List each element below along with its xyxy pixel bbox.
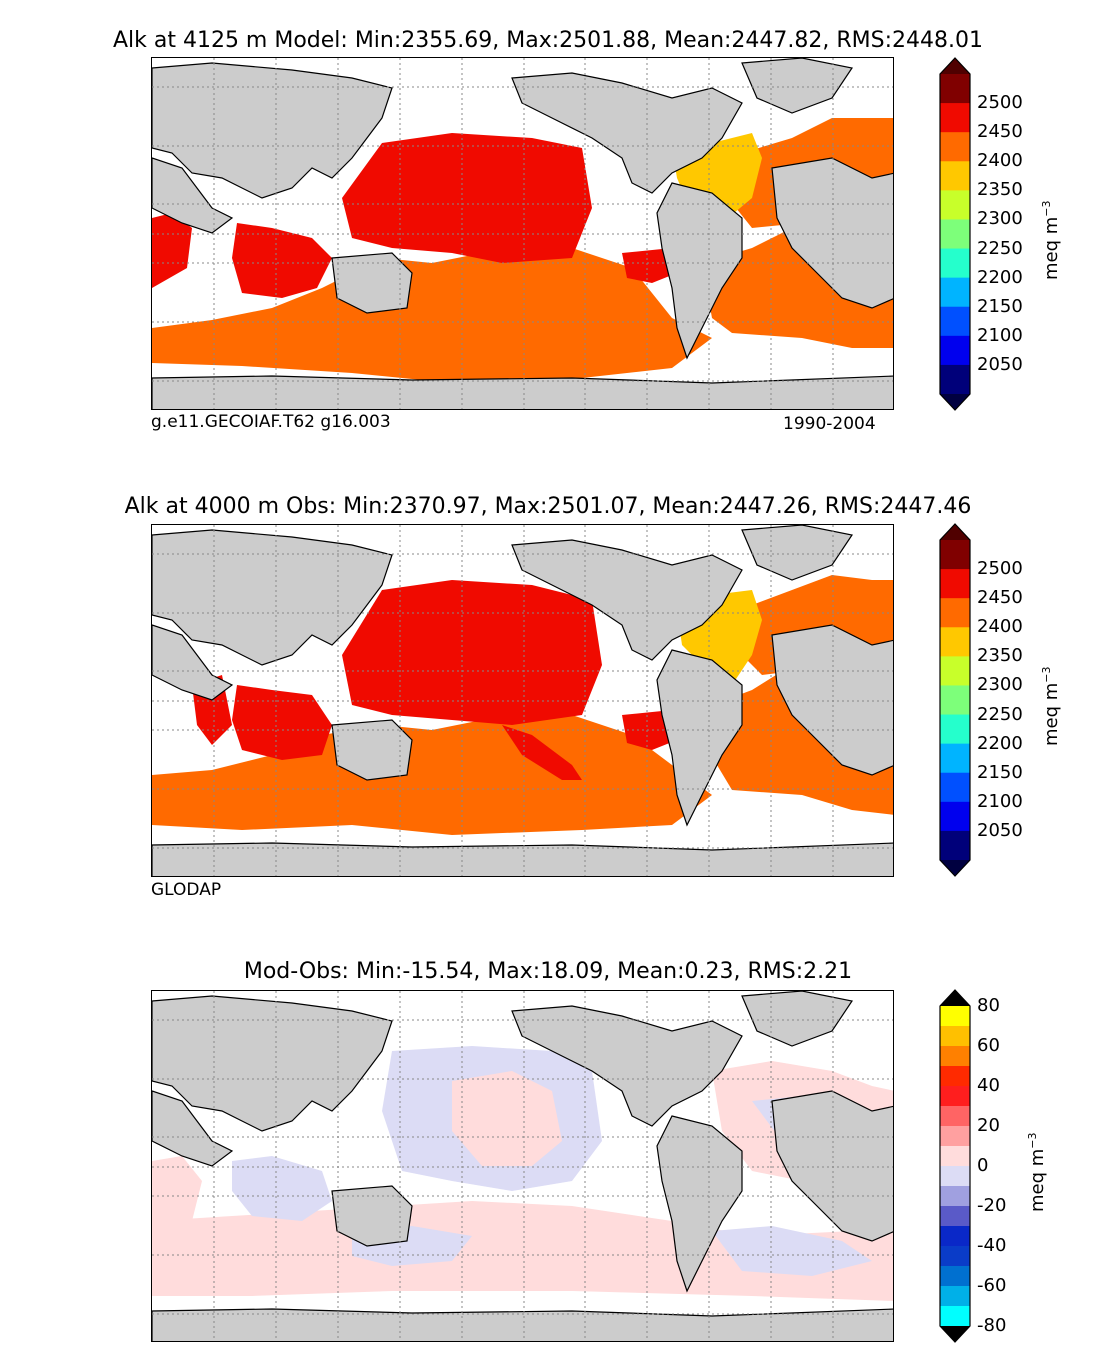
panel2-source-label: GLODAP [151,880,222,900]
panel2-colorbar-label: meq m−3 [1040,666,1062,746]
colorbar-tick-label: 2150 [977,761,1023,783]
panel3-colorbar [939,989,971,1343]
panel1-land [152,58,893,409]
colorbar-top-arrow [940,58,970,74]
colorbar-swatch [940,1166,970,1187]
colorbar-swatch [940,627,970,657]
colorbar-swatch [940,1106,970,1127]
colorbar-swatch [940,1086,970,1107]
colorbar-swatch [940,335,970,366]
colorbar-tick-label: 80 [977,995,1000,1016]
colorbar-swatch [940,1226,970,1247]
colorbar-swatch [940,540,970,570]
colorbar-swatch [940,132,970,162]
colorbar-tick-label: 2350 [977,645,1023,667]
colorbar-swatch [940,190,970,220]
colorbar-tick-label: 2050 [977,353,1023,375]
colorbar-tick-label: 2100 [977,790,1023,812]
colorbar-tick-label: 2500 [977,92,1023,114]
colorbar-swatch [940,74,970,104]
panel3-graticule [152,991,893,1341]
colorbar-tick-label: 2400 [977,150,1023,172]
colorbar-swatch [940,830,970,861]
colorbar-tick-label: -60 [977,1275,1007,1296]
colorbar-tick-label: 2150 [977,295,1023,317]
colorbar-tick-label: 2500 [977,558,1023,580]
panel2-field [152,575,893,835]
panel2-land [152,525,893,876]
colorbar-swatch [940,772,970,803]
colorbar-swatch [940,277,970,308]
colorbar-tick-label: 2250 [977,237,1023,259]
panel1-map [151,57,894,410]
colorbar-tick-label: 2100 [977,324,1023,346]
colorbar-swatch [940,743,970,774]
colorbar-swatch [940,714,970,745]
colorbar-swatch [940,801,970,832]
colorbar-bottom-arrow [940,860,970,876]
panel1-colorbar-label: meq m−3 [1040,200,1062,280]
colorbar-swatch [940,1206,970,1227]
panel2-title: Alk at 4000 m Obs: Min:2370.97, Max:2501… [124,494,972,519]
colorbar-swatch [940,248,970,279]
colorbar-swatch [940,1126,970,1147]
panel2-graticule [152,525,893,876]
colorbar-tick-label: 2400 [977,616,1023,638]
colorbar-tick-label: 2300 [977,674,1023,696]
colorbar-bottom-arrow [940,394,970,410]
colorbar-tick-label: -20 [977,1195,1007,1216]
colorbar-tick-label: 40 [977,1075,1000,1096]
colorbar-top-arrow [940,990,970,1006]
colorbar-swatch [940,1026,970,1047]
colorbar-swatch [940,1266,970,1287]
panel3-map [151,990,894,1342]
colorbar-tick-label: 2250 [977,703,1023,725]
colorbar-tick-label: 2050 [977,819,1023,841]
panel1-colorbar [939,57,971,411]
panel1-graticule [152,58,893,409]
panel3-title: Mod-Obs: Min:-15.54, Max:18.09, Mean:0.2… [243,959,853,984]
colorbar-swatch [940,1246,970,1267]
colorbar-swatch [940,1186,970,1207]
colorbar-tick-label: 2200 [977,266,1023,288]
colorbar-swatch [940,1066,970,1087]
panel3-colorbar-label: meq m−3 [1026,1132,1048,1212]
colorbar-tick-label: 2300 [977,208,1023,230]
colorbar-swatch [940,306,970,337]
colorbar-swatch [940,598,970,628]
colorbar-tick-label: -80 [977,1315,1007,1336]
colorbar-swatch [940,685,970,716]
colorbar-swatch [940,1006,970,1027]
panel2-colorbar [939,523,971,877]
panel3-land [152,991,893,1341]
colorbar-tick-label: 2450 [977,587,1023,609]
colorbar-swatch [940,569,970,599]
colorbar-swatch [940,1286,970,1307]
colorbar-tick-label: 2450 [977,121,1023,143]
panel1-period-label: 1990-2004 [783,414,876,434]
panel2-map [151,524,894,877]
colorbar-swatch [940,1046,970,1067]
colorbar-top-arrow [940,524,970,540]
colorbar-swatch [940,219,970,250]
colorbar-swatch [940,656,970,686]
colorbar-tick-label: 0 [977,1155,989,1176]
panel1-title: Alk at 4125 m Model: Min:2355.69, Max:25… [112,28,984,53]
colorbar-tick-label: 20 [977,1115,1000,1136]
panel1-run-label: g.e11.GECOIAF.T62 g16.003 [151,412,391,432]
colorbar-tick-label: 2350 [977,179,1023,201]
colorbar-swatch [940,1306,970,1327]
colorbar-swatch [940,364,970,395]
colorbar-swatch [940,103,970,133]
colorbar-swatch [940,161,970,191]
colorbar-tick-label: -40 [977,1235,1007,1256]
colorbar-tick-label: 60 [977,1035,1000,1056]
colorbar-bottom-arrow [940,1326,970,1342]
colorbar-tick-label: 2200 [977,732,1023,754]
colorbar-swatch [940,1146,970,1167]
